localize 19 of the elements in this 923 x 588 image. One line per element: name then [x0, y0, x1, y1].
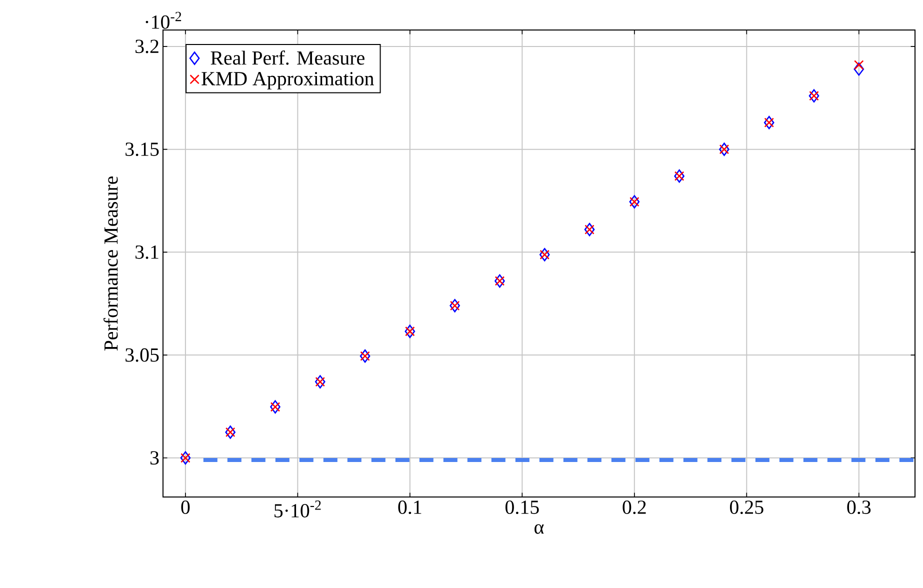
x-tick-label: 0.3 — [847, 500, 871, 514]
y-axis-title: Performance Measure — [104, 176, 118, 351]
y-tick-label: 3.1 — [136, 245, 158, 259]
x-tick-label: 0.2 — [622, 500, 646, 514]
x-tick-label: 0.25 — [730, 500, 764, 514]
y-tick-label: 3.15 — [126, 142, 159, 156]
text: ·10$^{-2}$ — [146, 12, 182, 29]
y-tick-label: 3.05 — [126, 348, 159, 362]
x-tick-label: 0.15 — [506, 500, 539, 514]
point — [854, 62, 864, 76]
x-tick-label: 0.1 — [398, 500, 422, 514]
legend-label: KMD Approximation — [202, 72, 374, 90]
x-tick-label: 5·10$^{-2}$ — [274, 500, 321, 518]
x-axis-title: α — [534, 524, 544, 534]
y-tick-label: 3.2 — [136, 40, 158, 54]
legend-label: Real Perf. Measure — [210, 50, 364, 65]
x-tick-label: 0 — [181, 500, 190, 514]
y-tick-label: 3 — [150, 451, 159, 465]
point — [854, 60, 864, 70]
